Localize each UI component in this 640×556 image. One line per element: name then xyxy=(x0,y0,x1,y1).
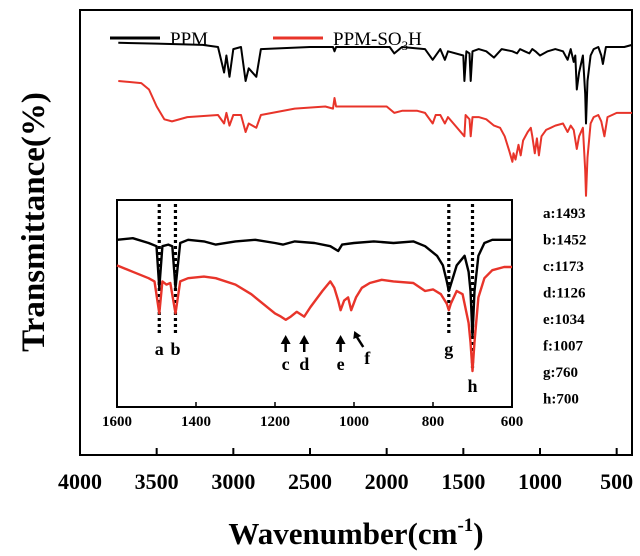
main-plot-frame xyxy=(79,9,633,456)
annotation-item: h:700 xyxy=(543,392,579,408)
x-tick-label: 4000 xyxy=(58,469,102,494)
x-tick-label: 3000 xyxy=(211,469,255,494)
x-tick-label: 2000 xyxy=(365,469,409,494)
annotation-item: d:1126 xyxy=(543,286,586,302)
marker-arrowhead-c xyxy=(280,335,291,344)
inset-series-ppm-so3h xyxy=(116,264,512,373)
marker-arrowhead-f xyxy=(353,331,362,339)
x-tick-label: 2500 xyxy=(288,469,332,494)
annotation-item: a:1493 xyxy=(543,206,586,222)
y-axis-label: Transmittance(%) xyxy=(16,92,52,352)
inset-series-group xyxy=(116,237,512,373)
main-series-ppm-so3h xyxy=(118,80,632,197)
x-tick-label: 500 xyxy=(600,469,633,494)
marker-label-g: g xyxy=(444,339,453,359)
inset-x-axis: 1600 1400 1200 1000 800 600 xyxy=(102,402,523,430)
inset-x-tick-label: 1200 xyxy=(260,414,290,430)
marker-label-d: d xyxy=(299,354,309,374)
x-axis-label: Wavenumber(cm-1) xyxy=(228,515,483,551)
x-tick-label: 3500 xyxy=(135,469,179,494)
marker-label-h: h xyxy=(467,376,477,396)
main-x-axis: 4000 3500 3000 2500 2000 1500 1000 500 xyxy=(58,448,633,494)
marker-arrowhead-e xyxy=(335,335,346,344)
marker-label-c: c xyxy=(282,354,290,374)
marker-arrow-f xyxy=(355,335,365,348)
annotation-item: g:760 xyxy=(543,365,578,381)
x-tick-label: 1000 xyxy=(518,469,562,494)
marker-label-a: a xyxy=(155,339,164,359)
inset-x-tick-label: 1600 xyxy=(102,414,132,430)
legend: PPM PPM-SO3H xyxy=(110,29,422,53)
legend-label-ppm: PPM xyxy=(170,29,208,50)
inset-series-ppm xyxy=(116,237,512,337)
main-series-ppm xyxy=(118,41,633,125)
main-series-group xyxy=(118,41,633,197)
marker-label-e: e xyxy=(337,354,345,374)
annotation-item: b:1452 xyxy=(543,233,586,249)
inset-x-tick-label: 800 xyxy=(422,414,445,430)
inset-x-tick-label: 1000 xyxy=(339,414,369,430)
marker-arrowhead-d xyxy=(299,335,310,344)
marker-label-b: b xyxy=(170,339,180,359)
annotation-item: e:1034 xyxy=(543,312,585,328)
annotation-list: a:1493 b:1452 c:1173 d:1126 e:1034 f:1007 g:76… xyxy=(543,206,586,408)
annotation-item: c:1173 xyxy=(543,259,584,275)
inset-x-tick-label: 1400 xyxy=(181,414,211,430)
marker-label-f: f xyxy=(364,348,371,368)
inset-x-tick-label: 600 xyxy=(501,414,524,430)
legend-label-ppm-so3h: PPM-SO3H xyxy=(333,29,422,53)
annotation-item: f:1007 xyxy=(543,339,583,355)
x-tick-label: 1500 xyxy=(441,469,485,494)
